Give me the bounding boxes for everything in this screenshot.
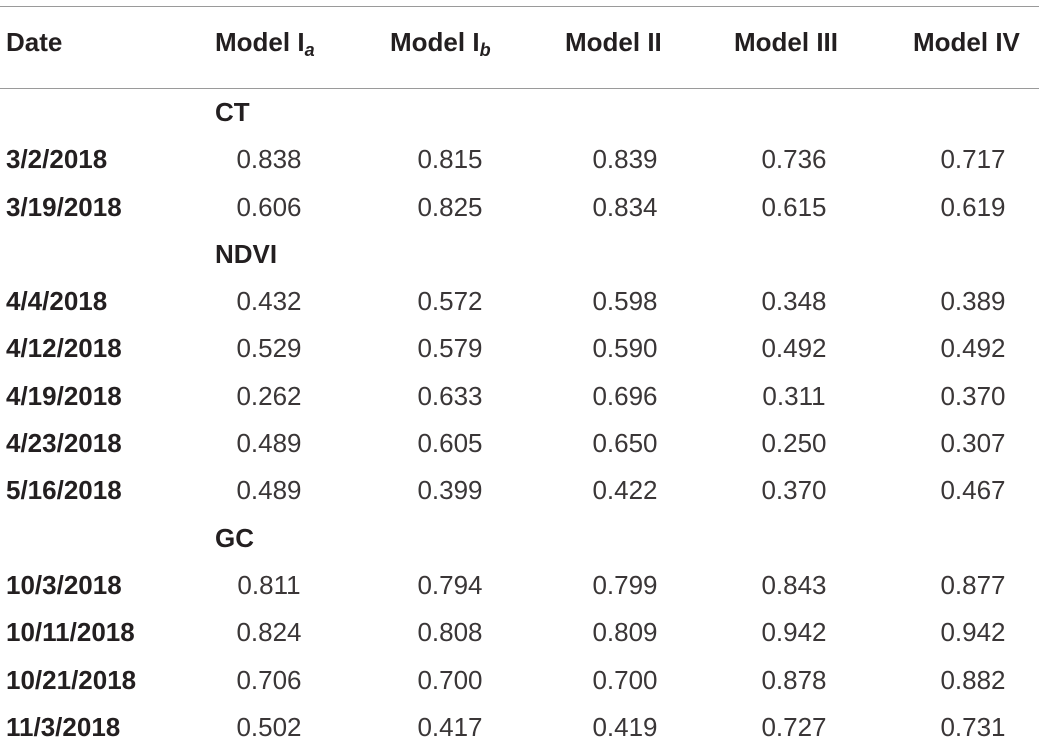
cell-model-iv: 0.942 (940, 617, 1006, 648)
table-row: 4/19/2018 0.262 0.633 0.696 0.311 0.370 (0, 373, 1039, 420)
table-row: 4/4/2018 0.432 0.572 0.598 0.348 0.389 (0, 278, 1039, 325)
cell-model-ia: 0.262 (236, 380, 302, 411)
table-row: 11/3/2018 0.502 0.417 0.419 0.727 0.731 (0, 704, 1039, 751)
cell-model-ia: 0.606 (236, 191, 302, 222)
cell-model-iv: 0.619 (940, 191, 1006, 222)
cell-model-ib: 0.808 (417, 617, 483, 648)
table-row: 4/12/2018 0.529 0.579 0.590 0.492 0.492 (0, 325, 1039, 372)
cell-model-ib: 0.572 (417, 286, 483, 317)
section-row: GC (0, 515, 1039, 562)
cell-model-ii: 0.590 (592, 333, 658, 364)
header-model-ia-label: Model I (215, 27, 305, 57)
cell-model-iii: 0.311 (762, 380, 826, 411)
cell-model-ib: 0.794 (417, 569, 483, 600)
cell-model-ii: 0.650 (592, 428, 658, 459)
cell-model-ib: 0.399 (417, 475, 483, 506)
row-date: 10/3/2018 (6, 569, 122, 600)
section-row: CT (0, 89, 1039, 136)
cell-model-iv: 0.717 (940, 144, 1006, 175)
cell-model-iii: 0.348 (761, 286, 827, 317)
cell-model-iv: 0.492 (940, 333, 1006, 364)
cell-model-ia: 0.838 (236, 144, 302, 175)
cell-model-iii: 0.736 (761, 144, 827, 175)
header-model-ib-label: Model I (390, 27, 480, 57)
table-row: 10/3/2018 0.811 0.794 0.799 0.843 0.877 (0, 562, 1039, 609)
row-date: 4/19/2018 (6, 380, 122, 411)
cell-model-iv: 0.307 (940, 428, 1006, 459)
cell-model-ii: 0.839 (592, 144, 658, 175)
header-date: Date (6, 27, 63, 57)
cell-model-ia: 0.824 (236, 617, 302, 648)
cell-model-ia: 0.489 (236, 428, 302, 459)
cell-model-iv: 0.389 (940, 286, 1006, 317)
row-date: 4/4/2018 (6, 286, 108, 317)
cell-model-ii: 0.419 (592, 711, 658, 742)
row-date: 11/3/2018 (6, 711, 121, 742)
cell-model-iii: 0.727 (761, 711, 827, 742)
cell-model-iv: 0.370 (940, 380, 1006, 411)
cell-model-ii: 0.700 (592, 664, 658, 695)
cell-model-iv: 0.877 (940, 569, 1006, 600)
section-label: CT (215, 97, 250, 127)
cell-model-ii: 0.799 (592, 569, 658, 600)
row-date: 5/16/2018 (6, 475, 122, 506)
cell-model-iii: 0.250 (761, 428, 827, 459)
table-row: 4/23/2018 0.489 0.605 0.650 0.250 0.307 (0, 420, 1039, 467)
table-row: 10/21/2018 0.706 0.700 0.700 0.878 0.882 (0, 657, 1039, 704)
section-label: GC (215, 522, 254, 553)
cell-model-ib: 0.633 (417, 380, 483, 411)
header-model-ib: Model Ib (390, 22, 491, 62)
cell-model-ii: 0.598 (592, 286, 658, 317)
table-body: CT 3/2/2018 0.838 0.815 0.839 0.736 0.717 3/19/… (0, 89, 1039, 751)
table-row: 3/2/2018 0.838 0.815 0.839 0.736 0.717 (0, 136, 1039, 183)
section-row: NDVI (0, 231, 1039, 278)
cell-model-iv: 0.731 (940, 711, 1006, 742)
header-model-ia-subscript: a (304, 40, 315, 60)
cell-model-ia: 0.706 (236, 664, 302, 695)
cell-model-ii: 0.422 (592, 475, 658, 506)
row-date: 10/21/2018 (6, 664, 137, 695)
table-row: 3/19/2018 0.606 0.825 0.834 0.615 0.619 (0, 184, 1039, 231)
cell-model-iv: 0.467 (940, 475, 1006, 506)
cell-model-iii: 0.370 (761, 475, 827, 506)
cell-model-iii: 0.942 (761, 617, 827, 648)
cell-model-ii: 0.834 (592, 191, 658, 222)
row-date: 3/2/2018 (6, 144, 108, 175)
cell-model-iii: 0.615 (761, 191, 827, 222)
cell-model-ii: 0.696 (592, 380, 658, 411)
cell-model-ib: 0.700 (417, 664, 483, 695)
cell-model-ib: 0.417 (417, 711, 483, 742)
section-label: NDVI (215, 238, 278, 269)
row-date: 10/11/2018 (6, 617, 135, 648)
cell-model-ib: 0.815 (417, 144, 483, 175)
cell-model-ia: 0.489 (236, 475, 302, 506)
header-model-iii: Model III (734, 27, 838, 57)
header-model-ia: Model Ia (215, 22, 315, 62)
row-date: 3/19/2018 (6, 191, 122, 222)
table-header-row: Date Model Ia Model Ib Model II Model II… (0, 22, 1039, 62)
table-row: 10/11/2018 0.824 0.808 0.809 0.942 0.942 (0, 609, 1039, 656)
cell-model-iv: 0.882 (940, 664, 1006, 695)
cell-model-ib: 0.605 (417, 428, 483, 459)
header-model-ib-subscript: b (479, 40, 491, 60)
cell-model-ib: 0.579 (417, 333, 483, 364)
cell-model-ia: 0.432 (236, 286, 302, 317)
cell-model-ia: 0.811 (237, 569, 301, 600)
cell-model-iii: 0.843 (761, 569, 827, 600)
cell-model-ib: 0.825 (417, 191, 483, 222)
table-top-rule (0, 6, 1039, 7)
cell-model-ia: 0.502 (236, 711, 302, 742)
table-header-rule (0, 88, 1039, 89)
cell-model-iii: 0.878 (761, 664, 827, 695)
cell-model-iii: 0.492 (761, 333, 827, 364)
cell-model-ii: 0.809 (592, 617, 658, 648)
row-date: 4/12/2018 (6, 333, 122, 364)
header-model-iv: Model IV (913, 27, 1020, 57)
cell-model-ia: 0.529 (236, 333, 302, 364)
header-model-ii: Model II (565, 27, 662, 57)
row-date: 4/23/2018 (6, 428, 122, 459)
table-row: 5/16/2018 0.489 0.399 0.422 0.370 0.467 (0, 467, 1039, 514)
